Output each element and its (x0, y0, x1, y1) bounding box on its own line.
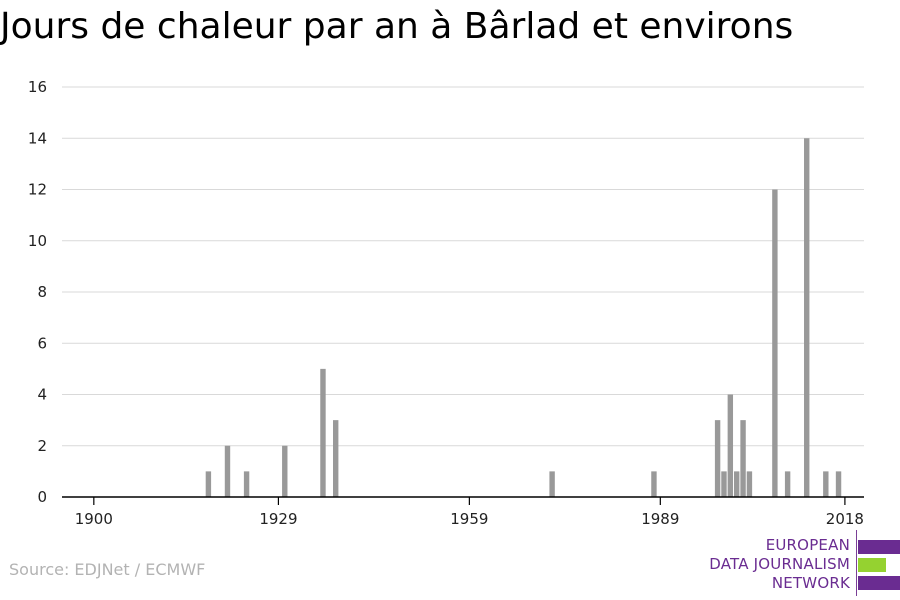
x-tick-label-2018: 2018 (826, 510, 864, 528)
bar-chart: 0 2 4 6 8 10 12 14 16 1900 1929 1959 1989 2018 (28, 78, 864, 528)
y-tick-label-4: 4 (37, 386, 47, 404)
x-tick-label-1989: 1989 (641, 510, 679, 528)
bar-2009 (784, 471, 791, 497)
edjnet-logo[interactable]: EUROPEAN DATA JOURNALISM NETWORK (700, 530, 900, 596)
y-tick-label-6: 6 (37, 334, 47, 352)
logo-line-european: EUROPEAN (765, 536, 850, 554)
logo-line-data-journalism: DATA JOURNALISM (709, 555, 850, 573)
bar-2015 (823, 471, 829, 497)
bar-1918 (205, 471, 212, 497)
bar-1924 (243, 471, 250, 497)
logo-line-network: NETWORK (771, 574, 850, 592)
bar-2007 (772, 189, 778, 497)
logo-divider (856, 530, 857, 596)
source-note: Source: EDJNet / ECMWF (9, 560, 206, 579)
bar-2000 (727, 394, 734, 497)
y-tick-label-14: 14 (28, 129, 47, 147)
logo-bar-top (858, 540, 900, 554)
x-tick-label-1929: 1929 (259, 510, 297, 528)
grid-lines (62, 86, 864, 447)
y-tick-label-8: 8 (37, 283, 47, 301)
bar-1998 (714, 420, 721, 497)
bar-1936 (320, 368, 326, 497)
bar-1999 (721, 471, 727, 497)
y-tick-label-0: 0 (37, 488, 47, 506)
y-tick-label-2: 2 (37, 437, 47, 455)
bar-1921 (224, 445, 231, 497)
logo-bar-middle (858, 558, 886, 572)
bar-1930 (282, 445, 288, 497)
bar-1938 (332, 420, 339, 497)
bar-1972 (549, 471, 555, 497)
y-tick-label-16: 16 (28, 78, 47, 96)
x-axis: 1900 1929 1959 1989 2018 (62, 496, 864, 528)
bar-2017 (835, 471, 842, 497)
bars (205, 138, 842, 497)
y-tick-label-12: 12 (28, 181, 47, 199)
bar-2002 (740, 420, 746, 497)
bar-1988 (651, 471, 657, 497)
bar-2003 (746, 471, 753, 497)
x-tick-label-1959: 1959 (450, 510, 488, 528)
chart-title: Jours de chaleur par an à Bârlad et envi… (0, 6, 794, 47)
bar-2001 (733, 471, 740, 497)
logo-bar-bottom (858, 576, 900, 590)
bar-2012 (804, 138, 810, 497)
y-axis-labels: 0 2 4 6 8 10 12 14 16 (28, 78, 47, 506)
y-tick-label-10: 10 (28, 232, 47, 250)
x-tick-label-1900: 1900 (75, 510, 113, 528)
